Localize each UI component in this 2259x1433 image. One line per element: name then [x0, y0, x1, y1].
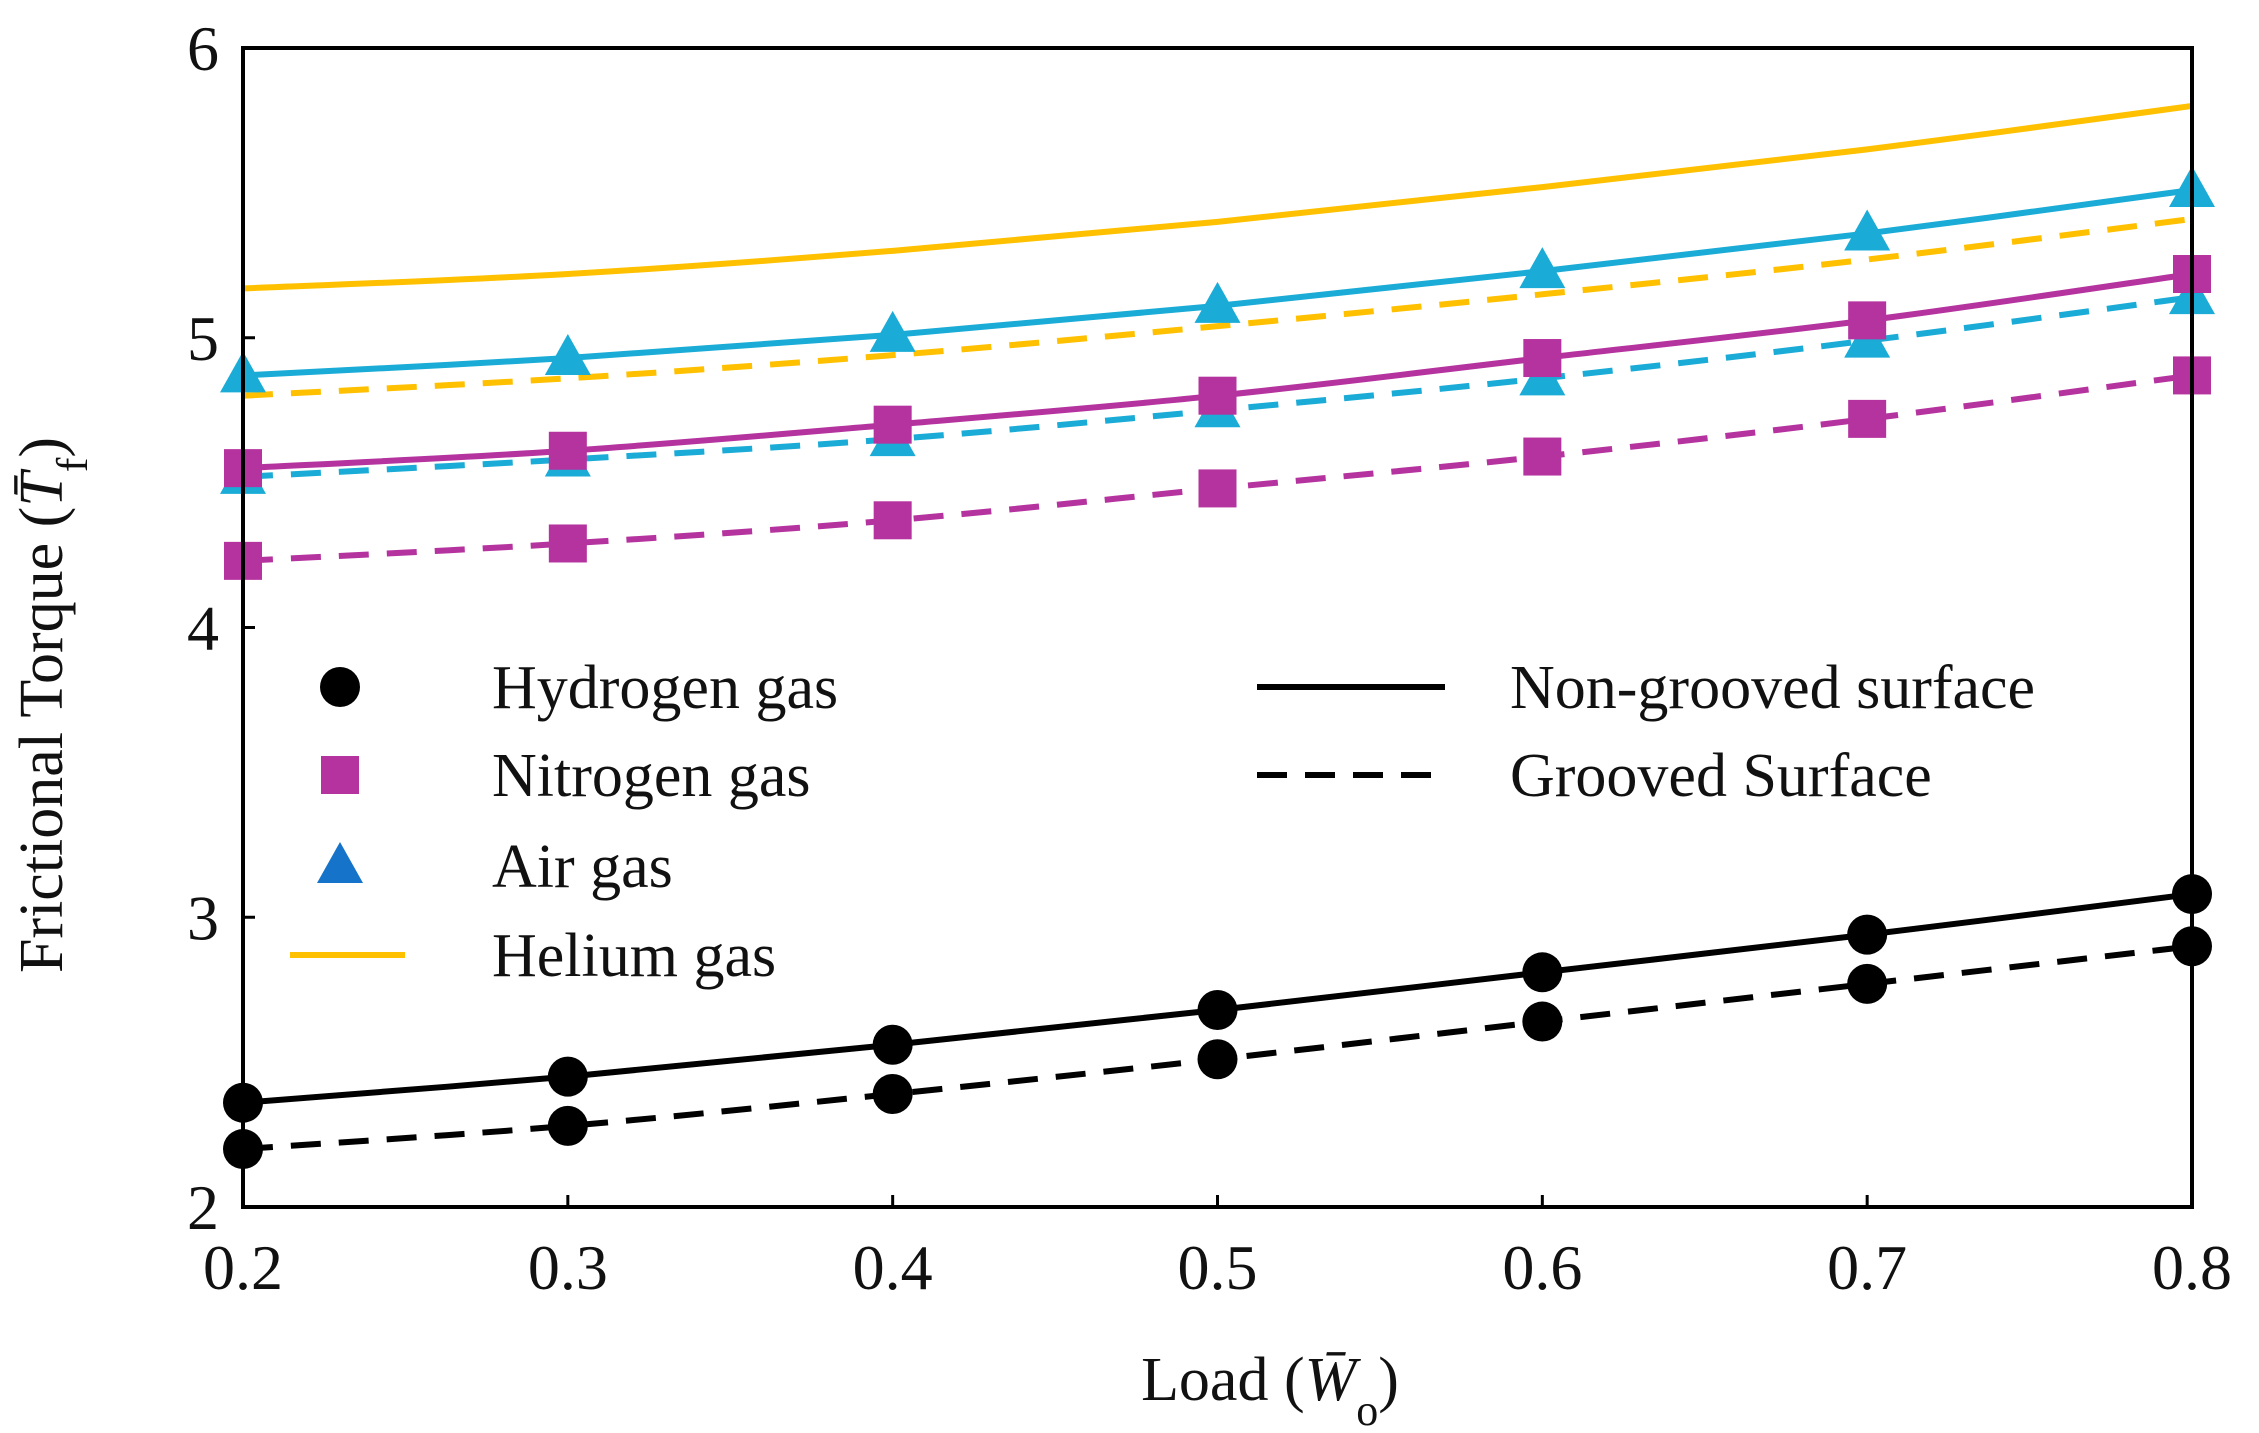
legend-label-air-gas: Air gas	[492, 833, 673, 901]
data-point-nitrogen-gas-non-grooved-surface-1	[548, 431, 587, 470]
data-point-air-gas-non-grooved-surface-1	[544, 334, 591, 376]
data-point-nitrogen-gas-grooved-surface-3	[1198, 469, 1237, 508]
data-point-nitrogen-gas-non-grooved-surface-5	[1848, 301, 1887, 340]
series-line-helium-gas-non-grooved-surface	[242, 102, 2193, 292]
data-point-nitrogen-gas-non-grooved-surface-2	[873, 405, 912, 444]
legend: Hydrogen gas Nitrogen gas Air gas Helium ga…	[290, 654, 2035, 990]
x-tick-label: 0.5	[1178, 1232, 1258, 1303]
data-point-nitrogen-gas-grooved-surface-1	[548, 524, 587, 563]
y-tick-label: 3	[187, 882, 219, 953]
data-point-hydrogen-gas-grooved-surface-2	[872, 1073, 913, 1114]
y-tick-label: 4	[187, 593, 219, 664]
data-point-nitrogen-gas-grooved-surface-4	[1523, 437, 1562, 476]
legend-swatch-nitrogen-gas	[321, 756, 359, 794]
data-point-hydrogen-gas-non-grooved-surface-3	[1197, 989, 1238, 1030]
legend-swatch-air-gas	[317, 842, 363, 883]
data-point-hydrogen-gas-grooved-surface-4	[1522, 1001, 1563, 1042]
legend-label-nitrogen-gas: Nitrogen gas	[492, 742, 811, 810]
x-tick-label: 0.3	[528, 1232, 608, 1303]
x-axis-title: Load (W̄o)	[1141, 1346, 1399, 1433]
legend-label-non-grooved-surface: Non-grooved surface	[1510, 654, 2035, 722]
y-tick-label: 6	[187, 13, 219, 84]
data-point-air-gas-non-grooved-surface-4	[1519, 247, 1566, 289]
data-point-air-gas-non-grooved-surface-3	[1194, 281, 1241, 323]
data-point-nitrogen-gas-non-grooved-surface-3	[1198, 376, 1237, 415]
x-tick-label: 0.8	[2152, 1232, 2232, 1303]
legend-label-grooved-surface: Grooved Surface	[1510, 742, 1932, 810]
data-point-hydrogen-gas-non-grooved-surface-2	[872, 1024, 913, 1065]
x-tick-label: 0.2	[203, 1232, 283, 1303]
series-line-helium-gas-grooved-surface	[242, 215, 2193, 399]
x-tick-label: 0.7	[1827, 1232, 1907, 1303]
data-point-hydrogen-gas-grooved-surface-1	[547, 1105, 588, 1146]
legend-label-helium-gas: Helium gas	[492, 922, 776, 990]
legend-swatch-hydrogen-gas	[320, 667, 360, 707]
x-tick-label: 0.6	[1502, 1232, 1582, 1303]
tick-layer: 0.2 0.3 0.4 0.5 0.6 0.7 0.8 2 3 4 5 6	[187, 13, 2232, 1303]
data-point-hydrogen-gas-grooved-surface-3	[1197, 1039, 1238, 1080]
data-point-hydrogen-gas-grooved-surface-5	[1847, 963, 1888, 1004]
data-point-hydrogen-gas-non-grooved-surface-5	[1847, 914, 1888, 955]
data-point-air-gas-non-grooved-surface-5	[1844, 209, 1891, 251]
data-point-air-gas-non-grooved-surface-2	[869, 310, 916, 352]
data-point-nitrogen-gas-grooved-surface-2	[873, 501, 912, 540]
data-point-nitrogen-gas-grooved-surface-5	[1848, 399, 1887, 438]
data-point-hydrogen-gas-non-grooved-surface-1	[547, 1056, 588, 1097]
marker-layer	[220, 165, 2215, 1170]
y-tick-label: 2	[187, 1172, 219, 1243]
legend-label-hydrogen-gas: Hydrogen gas	[492, 654, 838, 722]
data-point-hydrogen-gas-non-grooved-surface-4	[1522, 952, 1563, 993]
x-tick-label: 0.4	[853, 1232, 933, 1303]
y-tick-label: 5	[187, 303, 219, 374]
data-point-nitrogen-gas-non-grooved-surface-4	[1523, 339, 1562, 378]
y-axis-title: Frictional Torque (T̄f)	[8, 437, 97, 973]
